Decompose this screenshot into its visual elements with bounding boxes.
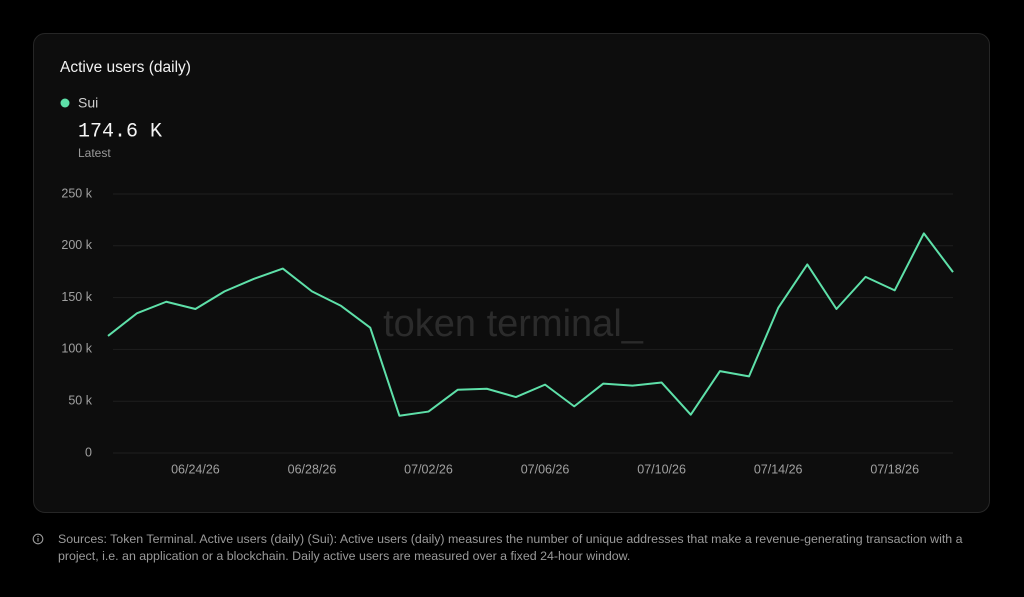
x-tick-label: 07/06/26 <box>521 462 570 476</box>
latest-value: 174.6 K <box>78 120 162 143</box>
y-tick-label: 250 k <box>61 186 92 200</box>
legend-label: Sui <box>78 95 98 111</box>
x-tick-label: 06/28/26 <box>288 462 337 476</box>
chart-title: Active users (daily) <box>60 59 191 76</box>
y-tick-label: 100 k <box>61 342 92 356</box>
x-tick-label: 07/14/26 <box>754 462 803 476</box>
y-tick-label: 200 k <box>61 238 92 252</box>
footnote: Sources: Token Terminal. Active users (d… <box>58 532 963 563</box>
y-tick-label: 0 <box>85 445 92 459</box>
y-tick-label: 50 k <box>68 393 92 407</box>
chart-card <box>33 33 990 513</box>
y-tick-label: 150 k <box>61 290 92 304</box>
x-tick-label: 06/24/26 <box>171 462 220 476</box>
watermark: token terminal_ <box>383 303 644 345</box>
legend-dot <box>60 98 70 108</box>
data-line <box>107 232 954 417</box>
x-tick-label: 07/10/26 <box>637 462 686 476</box>
latest-caption: Latest <box>78 146 111 160</box>
x-tick-label: 07/02/26 <box>404 462 453 476</box>
x-tick-label: 07/18/26 <box>870 462 919 476</box>
info-icon <box>32 533 44 545</box>
